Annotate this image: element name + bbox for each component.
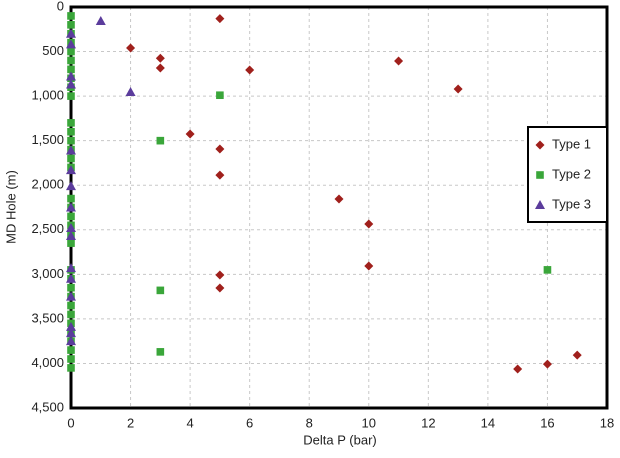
- marker: [67, 92, 75, 100]
- marker: [67, 364, 75, 372]
- marker: [215, 283, 225, 293]
- marker: [245, 65, 255, 75]
- marker: [66, 321, 76, 331]
- marker: [66, 231, 76, 241]
- marker: [67, 12, 75, 20]
- marker: [572, 350, 582, 360]
- y-tick-label: 4,000: [31, 355, 64, 370]
- legend-marker: [535, 140, 545, 150]
- x-tick-label: 10: [362, 415, 376, 430]
- marker: [66, 273, 76, 283]
- legend-marker: [536, 171, 544, 179]
- plot-border: [69, 5, 609, 410]
- y-tick-label: 1,000: [31, 88, 64, 103]
- marker: [66, 145, 76, 155]
- marker: [67, 355, 75, 363]
- marker: [66, 291, 76, 301]
- marker: [155, 63, 165, 73]
- x-tick-label: 18: [600, 415, 614, 430]
- marker: [67, 136, 75, 145]
- x-tick-label: 0: [67, 415, 74, 430]
- marker: [66, 71, 76, 81]
- marker: [67, 310, 75, 319]
- marker: [66, 222, 76, 232]
- y-tick-label: 2,000: [31, 177, 64, 192]
- marker: [215, 270, 225, 280]
- marker: [67, 194, 75, 203]
- legend-label: Type 2: [552, 166, 591, 181]
- marker: [66, 336, 76, 346]
- marker: [67, 21, 75, 29]
- marker: [126, 43, 136, 53]
- marker: [67, 346, 75, 354]
- marker: [66, 202, 76, 212]
- marker: [67, 127, 75, 136]
- marker: [66, 165, 76, 175]
- x-tick-label: 8: [306, 415, 313, 430]
- marker: [66, 181, 76, 191]
- y-axis-title: MD Hole (m): [3, 170, 18, 244]
- y-tick-label: 4,500: [31, 399, 64, 414]
- marker: [125, 87, 136, 97]
- marker: [542, 359, 552, 369]
- y-tick-label: 1,500: [31, 132, 64, 147]
- x-tick-label: 2: [127, 415, 134, 430]
- x-tick-label: 16: [540, 415, 554, 430]
- marker: [155, 53, 165, 63]
- marker: [66, 28, 76, 38]
- marker: [394, 56, 404, 66]
- marker: [67, 283, 75, 292]
- y-tick-label: 3,000: [31, 266, 64, 281]
- y-tick-label: 2,500: [31, 221, 64, 236]
- y-tick-label: 3,500: [31, 310, 64, 325]
- legend-marker: [535, 200, 545, 209]
- marker: [215, 170, 225, 180]
- marker: [216, 91, 224, 100]
- x-tick-label: 14: [481, 415, 495, 430]
- x-tick-label: 6: [246, 415, 253, 430]
- marker: [66, 79, 76, 89]
- x-tick-label: 4: [186, 415, 193, 430]
- marker: [364, 219, 374, 229]
- marker: [67, 47, 75, 56]
- marker: [67, 212, 75, 221]
- legend-label: Type 3: [552, 196, 591, 211]
- marker: [364, 261, 374, 271]
- y-tick-label: 500: [42, 43, 64, 58]
- marker: [156, 348, 165, 356]
- marker: [215, 14, 225, 24]
- x-axis-title: Delta P (bar): [303, 432, 376, 447]
- marker: [543, 266, 552, 274]
- marker: [453, 84, 463, 94]
- marker: [66, 263, 76, 273]
- marker: [67, 119, 75, 127]
- x-tick-label: 12: [421, 415, 435, 430]
- marker: [67, 239, 75, 247]
- marker: [67, 154, 75, 163]
- marker: [215, 144, 225, 154]
- marker: [67, 56, 75, 65]
- marker: [156, 286, 165, 295]
- marker: [513, 364, 523, 374]
- marker: [67, 65, 75, 74]
- marker: [156, 136, 165, 145]
- marker: [66, 39, 76, 49]
- marker: [185, 129, 195, 139]
- marker: [67, 301, 75, 310]
- marker: [66, 328, 76, 338]
- marker: [334, 194, 344, 204]
- y-tick-label: 0: [57, 0, 64, 13]
- legend-label: Type 1: [552, 136, 591, 151]
- marker: [95, 15, 106, 25]
